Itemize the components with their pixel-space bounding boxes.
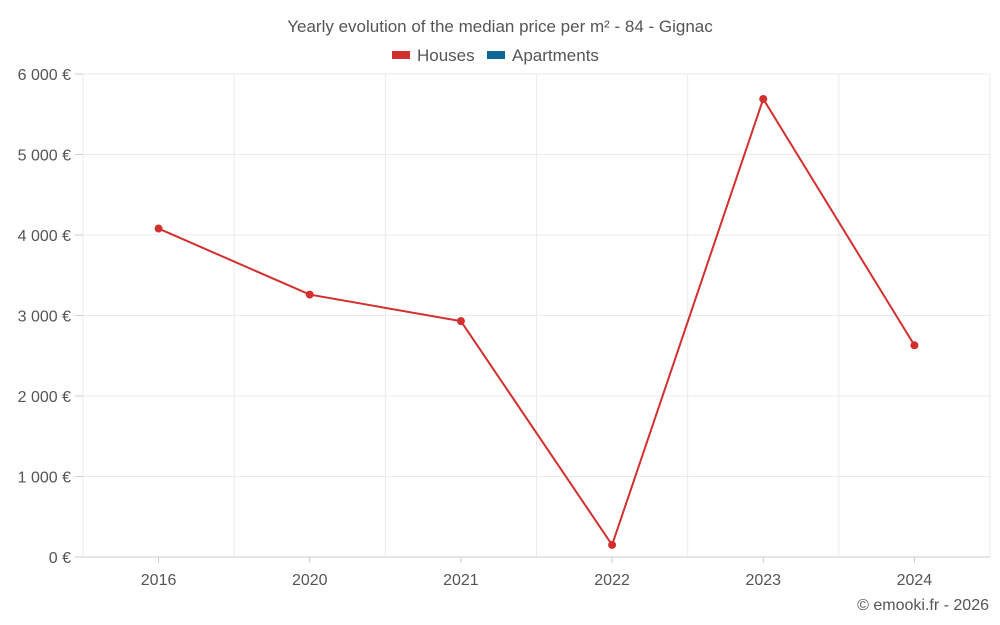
legend: Houses Apartments — [392, 46, 599, 65]
y-tick-label: 4 000 € — [18, 228, 71, 245]
x-tick-label: 2016 — [141, 572, 177, 589]
series-line-houses — [158, 96, 916, 548]
data-point-houses-2020[interactable] — [305, 290, 314, 299]
gridlines — [82, 73, 991, 558]
legend-swatch-houses[interactable] — [392, 51, 410, 59]
data-point-houses-2024[interactable] — [910, 341, 919, 350]
credit-text: © emooki.fr - 2026 — [857, 597, 989, 614]
y-tick-label: 1 000 € — [18, 470, 71, 487]
legend-swatch-apartments[interactable] — [487, 51, 505, 59]
y-tick-label: 5 000 € — [18, 148, 71, 165]
chart-title: Yearly evolution of the median price per… — [287, 17, 713, 36]
series-houses — [154, 94, 919, 549]
y-tick-label: 2 000 € — [18, 389, 71, 406]
axes: 0 € 1 000 € 2 000 € 3 000 € 4 000 € 5 000 € 6 … — [18, 67, 933, 589]
data-point-houses-2022[interactable] — [608, 540, 617, 549]
y-tick-label: 6 000 € — [18, 67, 71, 84]
x-tick-label: 2020 — [292, 572, 328, 589]
y-tick-label: 3 000 € — [18, 309, 71, 326]
x-tick-label: 2024 — [897, 572, 933, 589]
data-point-houses-2021[interactable] — [456, 317, 465, 326]
x-tick-label: 2022 — [594, 572, 630, 589]
x-tick-label: 2021 — [443, 572, 479, 589]
legend-label-houses[interactable]: Houses — [417, 46, 475, 65]
data-point-houses-2023[interactable] — [759, 94, 768, 103]
x-tick-label: 2023 — [745, 572, 781, 589]
data-point-houses-2016[interactable] — [154, 224, 163, 233]
legend-label-apartments[interactable]: Apartments — [512, 46, 599, 65]
y-tick-label: 0 € — [49, 550, 71, 567]
